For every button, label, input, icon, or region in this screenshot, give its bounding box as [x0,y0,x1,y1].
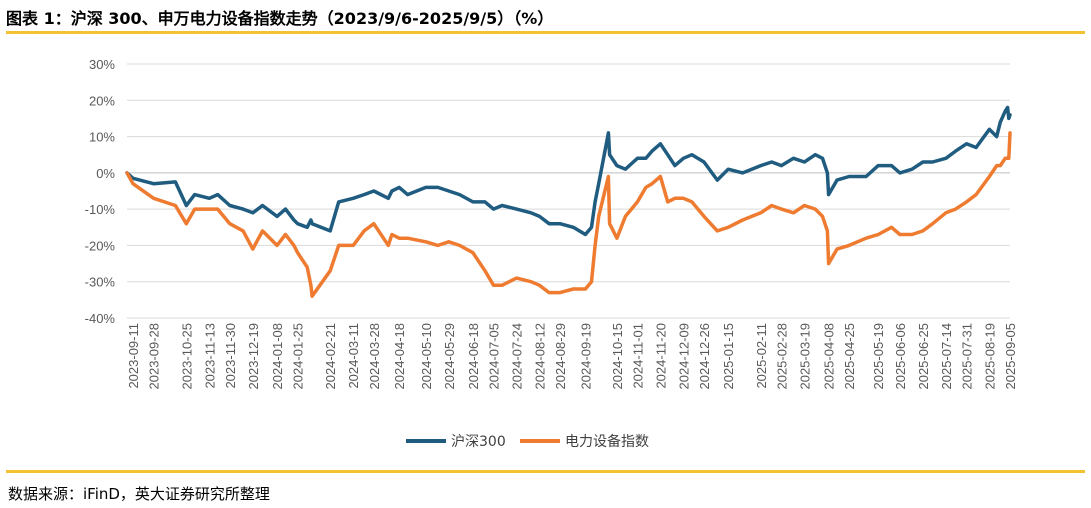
x-tick-label: 2025-06-25 [916,323,931,390]
y-tick-label: 10% [89,130,115,145]
series-line-power-equipment [125,131,1012,298]
x-tick-label: 2024-02-21 [323,323,338,390]
x-tick-label: 2024-12-26 [697,323,712,390]
y-tick-label: -10% [85,202,116,217]
x-tick-label: 2024-05-29 [442,323,457,390]
x-tick-label: 2023-11-30 [223,323,238,389]
x-tick-label: 2024-08-29 [553,323,568,390]
x-tick-label: 2024-05-10 [419,323,434,390]
y-tick-label: -30% [85,275,116,290]
legend-label-power-equipment: 电力设备指数 [565,433,649,450]
x-tick-label: 2025-02-28 [774,323,789,390]
y-tick-label: 20% [89,93,115,108]
x-tick-label: 2024-09-19 [578,323,593,390]
x-tick-label: 2025-08-19 [982,323,997,390]
x-tick-label: 2024-12-09 [676,323,691,390]
y-tick-label: 0% [96,166,115,181]
x-tick-label: 2024-11-01 [630,323,645,389]
x-tick-label: 2023-09-28 [147,323,162,390]
x-tick-label: 2024-01-08 [270,323,285,390]
legend: 沪深300 电力设备指数 [406,433,649,450]
x-tick-label: 2025-02-11 [754,323,769,389]
chart-title: 图表 1：沪深 300、申万电力设备指数走势（2023/9/6-2025/9/5… [6,9,554,28]
y-tick-label: -40% [85,311,116,326]
x-tick-label: 2024-10-15 [610,323,625,390]
top-accent-rule [6,31,1085,34]
series-line-hs300 [125,105,1012,237]
x-tick-label: 2024-11-20 [653,323,668,389]
x-tick-label: 2025-07-31 [959,323,974,390]
x-axis: 2023-09-11 2023-09-28 2023-10-25 2023-11-13… [126,323,1018,390]
series-lines [125,105,1012,298]
chart-grid [127,63,1010,319]
x-tick-label: 2023-09-11 [126,323,141,389]
y-tick-label: 30% [89,57,115,72]
bottom-accent-rule [6,470,1085,473]
x-tick-label: 2024-06-18 [466,323,481,390]
x-tick-label: 2025-06-06 [893,323,908,390]
legend-label-hs300: 沪深300 [451,434,506,450]
x-tick-label: 2024-07-05 [487,323,502,390]
x-tick-label: 2024-03-28 [367,323,382,390]
x-tick-label: 2023-10-25 [179,323,194,390]
x-tick-label: 2024-04-18 [392,323,407,390]
x-tick-label: 2025-03-19 [797,323,812,390]
y-axis: 30% 20% 10% 0% -10% -20% -30% -40% [85,57,116,326]
line-chart: 30%20%10%0%-10%-20%-30%-40% 2023-09-11 20… [85,57,1018,450]
x-tick-label: 2025-01-15 [721,323,736,390]
x-tick-label: 2023-11-13 [202,323,217,389]
x-tick-label: 2025-07-14 [939,323,954,390]
x-tick-label: 2024-07-24 [509,323,524,390]
x-tick-label: 2025-04-08 [822,323,837,390]
x-tick-label: 2025-09-05 [1003,323,1018,390]
x-tick-label: 2025-04-25 [842,323,857,390]
y-tick-label: -20% [85,238,116,253]
x-tick-label: 2024-01-25 [291,323,306,390]
x-tick-label: 2023-12-19 [246,323,261,390]
x-tick-label: 2024-08-12 [532,323,547,390]
data-source-note: 数据来源：iFinD，英大证券研究所整理 [8,485,270,503]
x-tick-label: 2024-03-11 [346,323,361,389]
x-tick-label: 2025-05-19 [871,323,886,390]
